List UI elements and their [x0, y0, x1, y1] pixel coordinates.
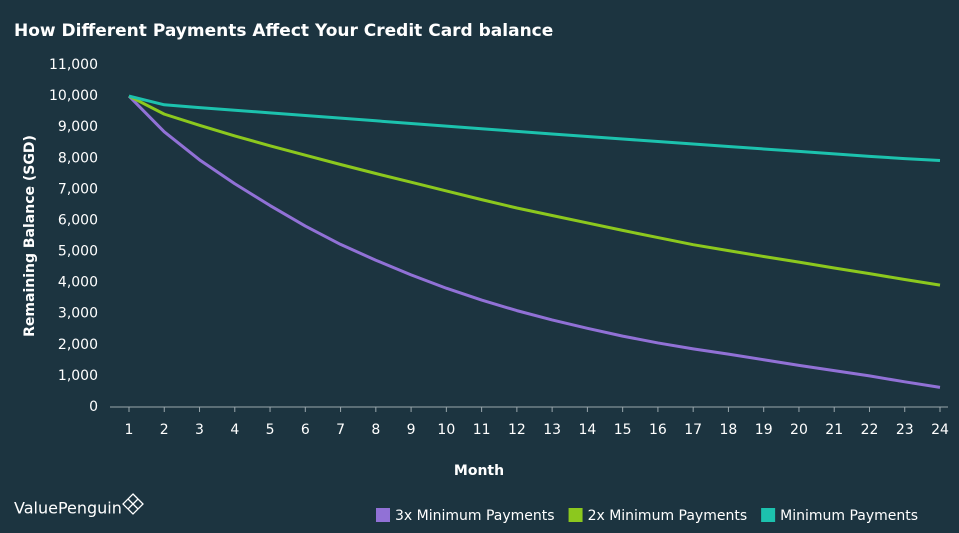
y-tick-label: 10,000 — [49, 88, 98, 104]
x-tick-label: 3 — [195, 422, 204, 438]
x-tick-label: 20 — [790, 422, 808, 438]
series-line — [128, 94, 941, 287]
y-tick-label: 4,000 — [58, 275, 98, 291]
chart-title: How Different Payments Affect Your Credi… — [14, 21, 553, 41]
x-tick-label: 16 — [649, 422, 667, 438]
x-tick-label: 6 — [301, 422, 310, 438]
legend-label: 2x Minimum Payments — [588, 508, 748, 524]
x-tick-label: 19 — [755, 422, 773, 438]
x-tick-label: 15 — [614, 422, 632, 438]
x-tick-label: 11 — [473, 422, 491, 438]
x-tick-label: 23 — [896, 422, 914, 438]
y-tick-label: 2,000 — [58, 337, 98, 353]
x-tick-label: 9 — [407, 422, 416, 438]
brand: ValuePenguin — [14, 499, 122, 518]
y-tick-label: 6,000 — [58, 212, 98, 228]
legend-swatch — [376, 508, 390, 522]
x-axis-title: Month — [454, 463, 504, 479]
x-tick-label: 12 — [508, 422, 526, 438]
y-axis-title: Remaining Balance (SGD) — [22, 135, 38, 337]
x-tick-label: 8 — [371, 422, 380, 438]
x-tick-label: 4 — [230, 422, 239, 438]
legend-swatch — [761, 508, 776, 522]
x-tick-label: 5 — [266, 422, 275, 438]
x-tick-label: 14 — [578, 422, 596, 438]
y-tick-label: 5,000 — [58, 244, 98, 260]
x-tick-label: 21 — [825, 422, 843, 438]
y-tick-label: 1,000 — [58, 368, 98, 384]
legend-label: Minimum Payments — [780, 508, 918, 524]
y-tick-label: 7,000 — [58, 181, 98, 197]
x-tick-label: 2 — [160, 422, 169, 438]
x-tick-label: 18 — [720, 422, 738, 438]
legend-swatch — [568, 508, 583, 522]
x-tick-label: 13 — [543, 422, 561, 438]
series-line — [127, 95, 941, 389]
legend-label: 3x Minimum Payments — [395, 508, 555, 524]
y-tick-label: 11,000 — [49, 57, 98, 73]
x-tick-label: 10 — [437, 422, 455, 438]
x-tick-label: 22 — [861, 422, 879, 438]
y-tick-label: 3,000 — [58, 306, 98, 322]
x-tick-label: 1 — [125, 422, 134, 438]
y-tick-label: 8,000 — [58, 150, 98, 166]
y-tick-label: 9,000 — [58, 119, 98, 135]
series-line — [128, 94, 941, 162]
y-tick-label: 0 — [89, 399, 98, 415]
x-tick-label: 17 — [684, 422, 702, 438]
x-tick-label: 24 — [931, 422, 949, 438]
brand-icon — [122, 493, 144, 515]
x-tick-label: 7 — [336, 422, 345, 438]
